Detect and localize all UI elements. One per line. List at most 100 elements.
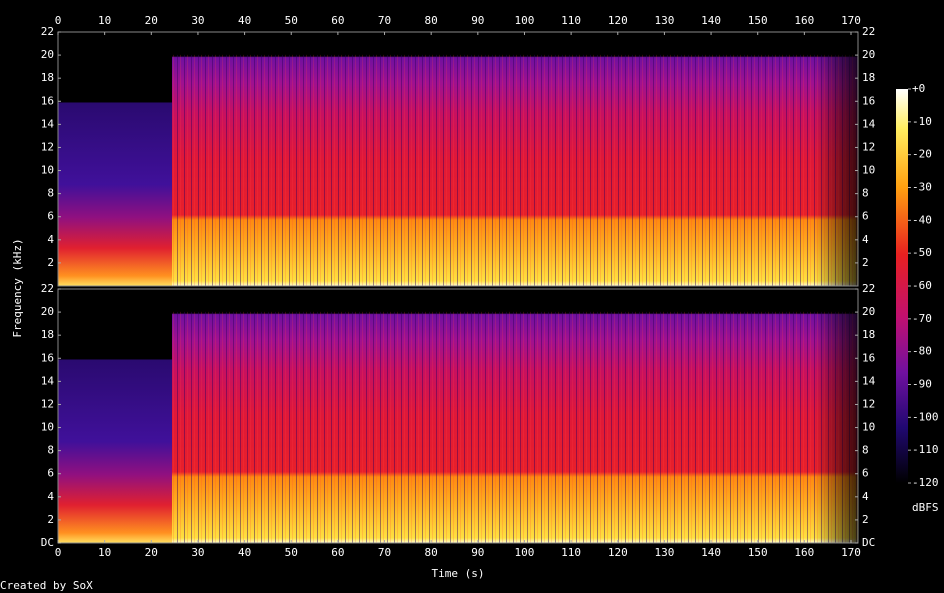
credit: Created by SoX xyxy=(0,579,93,592)
y-tick-label: 6 xyxy=(47,467,54,480)
x-tick-label: 70 xyxy=(378,14,391,27)
x-tick-label: 170 xyxy=(841,546,861,559)
colorbar-tick-label: -60 xyxy=(912,279,932,292)
y-tick-label-right: 2 xyxy=(862,513,869,526)
y-tick-label-right: 22 xyxy=(862,25,875,38)
x-tick-label: 120 xyxy=(608,546,628,559)
x-tick-label: 30 xyxy=(191,14,204,27)
y-tick-label-right: 8 xyxy=(862,444,869,457)
y-tick-label: 22 xyxy=(41,282,54,295)
y-tick-label: 4 xyxy=(47,490,54,503)
x-tick-label: 0 xyxy=(55,14,62,27)
colorbar-tick-label: -80 xyxy=(912,345,932,358)
x-tick-label: 120 xyxy=(608,14,628,27)
y-tick-label: 12 xyxy=(41,140,54,153)
y-tick-label: 10 xyxy=(41,421,54,434)
y-tick-label: 8 xyxy=(47,187,54,200)
x-tick-label: 100 xyxy=(515,546,535,559)
x-tick-label: 80 xyxy=(425,14,438,27)
y-tick-label-right: 20 xyxy=(862,305,875,318)
spectrogram-intro xyxy=(58,32,172,286)
spectrogram-intro xyxy=(58,289,172,543)
x-tick-label: 170 xyxy=(841,14,861,27)
x-tick-label: 70 xyxy=(378,546,391,559)
y-tick-label: 10 xyxy=(41,164,54,177)
y-tick-label-right: 16 xyxy=(862,94,875,107)
y-tick-label: DC xyxy=(41,536,54,549)
x-tick-label: 10 xyxy=(98,546,111,559)
y-tick-label-right: 6 xyxy=(862,210,869,223)
x-tick-label: 100 xyxy=(515,14,535,27)
y-tick-label-right: 18 xyxy=(862,328,875,341)
colorbar-tick-label: -100 xyxy=(912,410,939,423)
colorbar-tick-label: -30 xyxy=(912,181,932,194)
x-tick-label: 160 xyxy=(794,546,814,559)
y-tick-label-right: 18 xyxy=(862,71,875,84)
y-tick-label-right: 2 xyxy=(862,256,869,269)
x-tick-label: 20 xyxy=(145,546,158,559)
y-tick-label: 2 xyxy=(47,513,54,526)
colorbar-tick-label: -10 xyxy=(912,115,932,128)
y-tick-label: 18 xyxy=(41,71,54,84)
y-tick-label: 16 xyxy=(41,351,54,364)
y-tick-label: 18 xyxy=(41,328,54,341)
y-tick-label-right: 10 xyxy=(862,164,875,177)
y-tick-label-right: 16 xyxy=(862,351,875,364)
y-tick-label: 20 xyxy=(41,48,54,61)
y-tick-label-right: 8 xyxy=(862,187,869,200)
y-tick-label-right: DC xyxy=(862,536,875,549)
y-tick-label: 8 xyxy=(47,444,54,457)
y-tick-label: 22 xyxy=(41,25,54,38)
x-tick-label: 40 xyxy=(238,14,251,27)
x-tick-label: 150 xyxy=(748,14,768,27)
colorbar-tick-label: -120 xyxy=(912,476,939,489)
x-tick-label: 90 xyxy=(471,14,484,27)
y-tick-label: 14 xyxy=(41,374,55,387)
spectrogram-fade xyxy=(815,32,858,286)
y-axis-label: Frequency (kHz) xyxy=(11,238,24,337)
y-tick-label: 4 xyxy=(47,233,54,246)
y-tick-label-right: 4 xyxy=(862,233,869,246)
plot-frame xyxy=(57,31,859,287)
x-tick-label: 60 xyxy=(331,546,344,559)
spectrogram-texture xyxy=(172,311,858,543)
colorbar-tick-label: -20 xyxy=(912,148,932,161)
y-tick-label: 12 xyxy=(41,397,54,410)
y-tick-label-right: 4 xyxy=(862,490,869,503)
y-tick-label: 16 xyxy=(41,94,54,107)
x-axis-label: Time (s) xyxy=(432,567,485,580)
colorbar-tick-label: -110 xyxy=(912,443,939,456)
x-tick-label: 140 xyxy=(701,14,721,27)
y-tick-label-right: 14 xyxy=(862,117,876,130)
colorbar-tick-label: +0 xyxy=(912,82,925,95)
x-tick-label: 60 xyxy=(331,14,344,27)
colorbar-tick-label: -90 xyxy=(912,378,932,391)
y-tick-label-right: 14 xyxy=(862,374,876,387)
colorbar-tick-label: -50 xyxy=(912,246,932,259)
x-tick-label: 90 xyxy=(471,546,484,559)
y-tick-label-right: 10 xyxy=(862,421,875,434)
x-tick-label: 130 xyxy=(654,14,674,27)
y-tick-label-right: 6 xyxy=(862,467,869,480)
y-tick-label: 2 xyxy=(47,256,54,269)
spectrogram-fade xyxy=(815,289,858,543)
colorbar-tick-label: -70 xyxy=(912,312,932,325)
y-tick-label-right: 12 xyxy=(862,140,875,153)
x-tick-label: 80 xyxy=(425,546,438,559)
x-tick-label: 110 xyxy=(561,546,581,559)
spectrogram-texture xyxy=(172,54,858,286)
colorbar-label: dBFS xyxy=(912,501,939,514)
x-tick-label: 10 xyxy=(98,14,111,27)
y-tick-label: 20 xyxy=(41,305,54,318)
colorbar-tick-label: -40 xyxy=(912,213,932,226)
x-tick-label: 0 xyxy=(55,546,62,559)
x-tick-label: 160 xyxy=(794,14,814,27)
x-tick-label: 30 xyxy=(191,546,204,559)
x-tick-label: 40 xyxy=(238,546,251,559)
x-tick-label: 140 xyxy=(701,546,721,559)
x-tick-label: 150 xyxy=(748,546,768,559)
y-tick-label-right: 20 xyxy=(862,48,875,61)
y-tick-label-right: 12 xyxy=(862,397,875,410)
y-tick-label: 14 xyxy=(41,117,55,130)
